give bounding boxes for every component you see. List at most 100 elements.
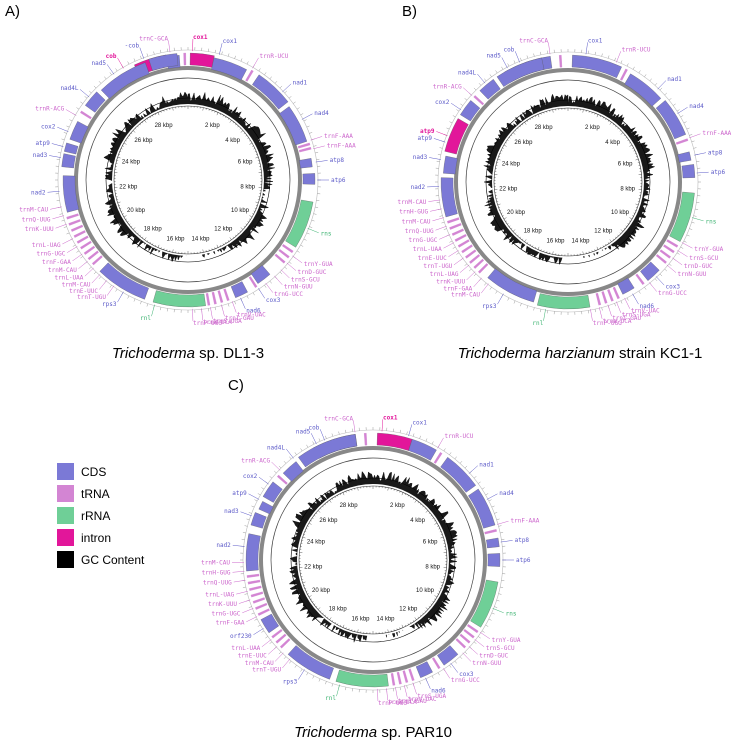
outer-tick bbox=[246, 295, 249, 299]
kbp-tick bbox=[239, 230, 242, 232]
gene-label-trna: trnS-UGA bbox=[213, 318, 242, 325]
outer-tick bbox=[489, 74, 492, 77]
feature-cds bbox=[262, 481, 283, 503]
genome-backbone bbox=[259, 446, 487, 674]
outer-tick bbox=[69, 119, 73, 122]
gene-label-trna: trnF-GAA bbox=[443, 285, 472, 292]
outer-tick bbox=[254, 618, 258, 621]
kbp-tick bbox=[540, 249, 542, 251]
outer-tick bbox=[439, 215, 443, 217]
kbp-tick bbox=[529, 243, 531, 246]
feature-intron bbox=[189, 52, 215, 68]
kbp-label: 8 kbp bbox=[425, 564, 440, 570]
outer-tick bbox=[695, 208, 699, 210]
outer-tick bbox=[300, 244, 304, 247]
kbp-tick bbox=[629, 220, 631, 222]
gene-label-intron: cob bbox=[106, 53, 117, 60]
outer-tick bbox=[303, 119, 307, 122]
outer-tick bbox=[406, 685, 408, 689]
kbp-tick bbox=[532, 245, 534, 247]
kbp-tick bbox=[623, 134, 626, 136]
gene-label-trna: trnF-AAA bbox=[324, 133, 353, 140]
outer-tick bbox=[303, 238, 307, 241]
feature-cds bbox=[99, 262, 149, 300]
kbp-tick bbox=[514, 232, 517, 234]
feature-cds bbox=[624, 73, 662, 107]
gene-label-trna: trnI-GAU bbox=[398, 698, 427, 705]
kbp-tick bbox=[357, 629, 359, 633]
outer-tick bbox=[338, 431, 340, 435]
outer-tick bbox=[273, 470, 277, 474]
feature-cds bbox=[282, 461, 304, 482]
label-leader bbox=[459, 264, 470, 273]
feature-cds bbox=[479, 79, 501, 100]
gene-label-trna: trnF-AAA bbox=[511, 518, 540, 525]
outer-tick bbox=[284, 90, 288, 94]
feature-trna bbox=[298, 146, 312, 153]
feature-trna bbox=[80, 110, 92, 120]
outer-tick bbox=[449, 452, 452, 455]
kbp-tick bbox=[302, 581, 306, 584]
outer-tick bbox=[498, 593, 502, 595]
kbp-tick bbox=[154, 244, 156, 247]
gene-label-trna: trnE-UUC bbox=[418, 255, 447, 262]
kbp-tick bbox=[634, 153, 637, 155]
kbp-tick bbox=[227, 118, 230, 120]
outer-tick bbox=[252, 292, 255, 296]
label-leader bbox=[463, 87, 473, 96]
legend-swatch-cds bbox=[57, 463, 74, 480]
kbp-tick bbox=[232, 121, 235, 124]
gene-label-cds: atp6 bbox=[331, 177, 346, 184]
kbp-tick bbox=[160, 111, 162, 113]
label-leader bbox=[486, 493, 498, 500]
feature-cds bbox=[655, 100, 686, 140]
gene-label-trna: trnD-GUC bbox=[479, 653, 508, 660]
gene-label-rrna: rns bbox=[506, 611, 517, 618]
kbp-tick bbox=[499, 209, 502, 211]
kbp-tick bbox=[172, 249, 174, 253]
kbp-tick bbox=[629, 144, 633, 147]
feature-cds bbox=[100, 62, 150, 99]
kbp-tick bbox=[627, 139, 629, 141]
feature-trna bbox=[451, 228, 464, 236]
gene-label-cds: nad1 bbox=[667, 76, 682, 83]
kbp-label: 20 kbp bbox=[312, 588, 331, 594]
feature-cds bbox=[245, 533, 261, 572]
label-leader bbox=[590, 308, 593, 321]
kbp-tick bbox=[252, 213, 254, 215]
legend-label-gc: GC Content bbox=[81, 553, 145, 567]
gc-inner-fill bbox=[112, 104, 264, 256]
outer-tick bbox=[274, 80, 278, 84]
kbp-tick bbox=[304, 587, 307, 589]
label-leader bbox=[500, 540, 513, 543]
kbp-tick bbox=[305, 590, 308, 592]
kbp-tick bbox=[202, 249, 204, 253]
kbp-tick bbox=[612, 238, 615, 241]
gene-label-trna: trnI-GAU bbox=[612, 315, 641, 322]
outer-tick bbox=[456, 252, 460, 255]
outer-tick bbox=[441, 221, 445, 224]
label-leader bbox=[84, 267, 94, 277]
kbp-label: 28 kbp bbox=[340, 503, 359, 509]
outer-tick bbox=[279, 271, 283, 275]
label-leader bbox=[117, 57, 124, 69]
outer-tick bbox=[283, 460, 287, 464]
feature-cds bbox=[64, 142, 79, 155]
label-leader bbox=[310, 136, 323, 141]
outer-tick bbox=[296, 250, 300, 253]
outer-tick bbox=[278, 465, 282, 469]
label-leader bbox=[242, 608, 254, 614]
outer-tick bbox=[452, 246, 456, 249]
feature-cds bbox=[279, 106, 308, 146]
kbp-tick bbox=[254, 207, 257, 209]
feature-trna bbox=[396, 671, 402, 685]
kbp-tick bbox=[229, 120, 232, 123]
outer-tick bbox=[460, 103, 463, 106]
kbp-label: 26 kbp bbox=[514, 140, 533, 146]
feature-cds bbox=[148, 53, 179, 71]
kbp-tick bbox=[440, 534, 443, 535]
outer-tick bbox=[689, 228, 693, 230]
gene-label-trna: trnG-UCC bbox=[274, 291, 303, 298]
kbp-tick bbox=[329, 617, 332, 620]
gene-label-cds: rps3 bbox=[283, 678, 298, 685]
